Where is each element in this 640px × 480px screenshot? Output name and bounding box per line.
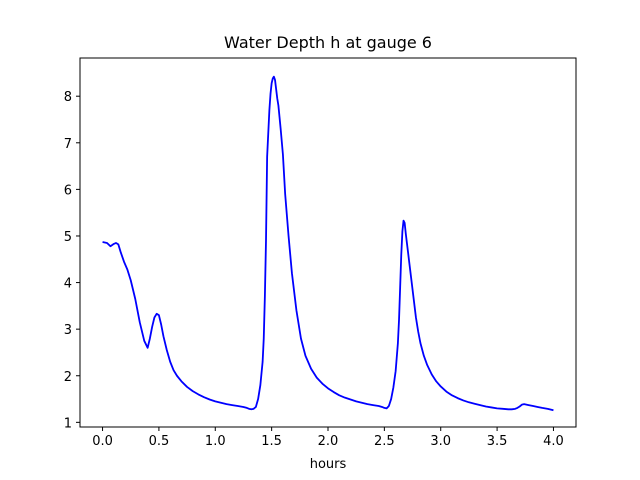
y-tick-label: 7 bbox=[64, 137, 72, 152]
x-tick-label: 1.0 bbox=[205, 434, 226, 449]
plot-area bbox=[102, 75, 554, 412]
y-tick-label: 8 bbox=[64, 90, 72, 105]
y-tick-label: 5 bbox=[64, 230, 72, 245]
y-tick-label: 6 bbox=[64, 183, 72, 198]
x-axis: 0.0 0.5 1.0 1.5 2.0 2.5 3.0 3.5 4.0 bbox=[92, 427, 564, 449]
x-tick-label: 2.5 bbox=[374, 434, 395, 449]
y-tick-label: 2 bbox=[64, 370, 72, 385]
y-tick-label: 4 bbox=[64, 277, 72, 292]
chart-title: Water Depth h at gauge 6 bbox=[224, 33, 432, 52]
x-axis-label: hours bbox=[310, 457, 347, 472]
x-tick-label: 1.5 bbox=[261, 434, 282, 449]
x-tick-label: 0.5 bbox=[149, 434, 170, 449]
y-tick-label: 1 bbox=[64, 416, 72, 431]
series-line-0 bbox=[102, 75, 554, 412]
axes-frame bbox=[79, 57, 577, 428]
y-axis: 1 2 3 4 5 6 7 8 bbox=[64, 90, 80, 431]
x-tick-label: 0.0 bbox=[92, 434, 113, 449]
x-tick-label: 3.5 bbox=[487, 434, 508, 449]
x-tick-label: 3.0 bbox=[430, 434, 451, 449]
y-tick-label: 3 bbox=[64, 323, 72, 338]
x-tick-label: 4.0 bbox=[543, 434, 564, 449]
x-tick-label: 2.0 bbox=[318, 434, 339, 449]
